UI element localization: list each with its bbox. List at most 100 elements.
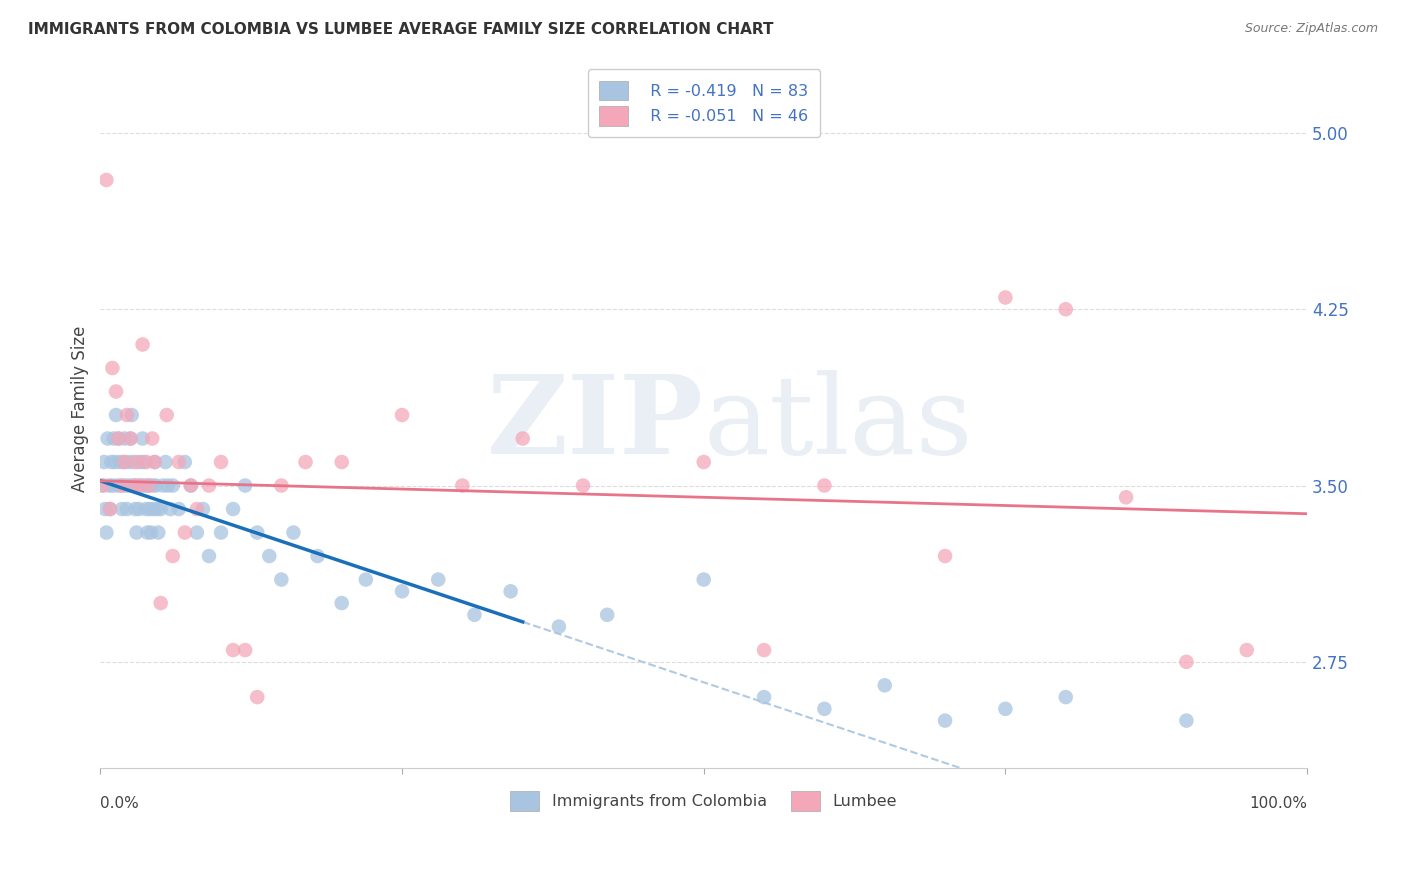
Point [98,502,121,516]
Point [138,478,160,492]
Point [391,408,413,422]
Point [111,502,134,516]
Point [693,455,716,469]
Point [98,502,121,516]
Point [122,478,145,492]
Point [135,455,157,469]
Point [143,455,166,469]
Point [111,478,134,492]
Point [148,525,170,540]
Point [122,478,145,492]
Point [209,525,232,540]
Point [693,573,716,587]
Point [118,478,141,492]
Point [131,337,153,351]
Point [159,502,181,516]
Point [180,478,202,492]
Y-axis label: Average Family Size: Average Family Size [72,326,89,492]
Point [330,455,353,469]
Point [149,502,172,516]
Point [1175,655,1198,669]
Point [132,455,155,469]
Point [512,432,534,446]
Point [108,455,131,469]
Text: 0.0%: 0.0% [100,796,139,811]
Point [112,455,135,469]
Text: 100.0%: 100.0% [1249,796,1308,811]
Text: atlas: atlas [704,370,973,477]
Point [813,702,835,716]
Point [114,432,136,446]
Point [91,478,114,492]
Point [294,455,316,469]
Point [107,432,129,446]
Point [105,384,128,399]
Point [114,455,136,469]
Point [186,525,208,540]
Point [135,502,157,516]
Point [752,690,775,704]
Point [209,455,232,469]
Point [110,478,132,492]
Point [115,502,138,516]
Point [128,502,150,516]
Point [129,478,152,492]
Point [307,549,329,563]
Point [101,361,124,376]
Point [115,408,138,422]
Point [167,455,190,469]
Point [152,478,174,492]
Point [1175,714,1198,728]
Point [233,478,256,492]
Point [141,432,163,446]
Point [96,173,118,187]
Text: IMMIGRANTS FROM COLOMBIA VS LUMBEE AVERAGE FAMILY SIZE CORRELATION CHART: IMMIGRANTS FROM COLOMBIA VS LUMBEE AVERA… [28,22,773,37]
Point [259,549,281,563]
Point [91,478,114,492]
Point [173,525,195,540]
Point [125,455,148,469]
Point [114,478,136,492]
Point [162,478,184,492]
Point [143,455,166,469]
Point [124,502,146,516]
Point [142,502,165,516]
Point [994,702,1017,716]
Point [451,478,474,492]
Point [97,478,120,492]
Legend: Immigrants from Colombia, Lumbee: Immigrants from Colombia, Lumbee [503,785,904,817]
Point [117,455,139,469]
Point [391,584,413,599]
Point [131,432,153,446]
Point [752,643,775,657]
Point [96,525,118,540]
Point [104,455,127,469]
Point [270,478,292,492]
Point [270,573,292,587]
Point [121,408,143,422]
Point [246,525,269,540]
Point [813,478,835,492]
Point [354,573,377,587]
Point [222,643,245,657]
Text: ZIP: ZIP [486,370,704,477]
Point [155,455,177,469]
Point [134,478,156,492]
Point [180,478,202,492]
Point [131,478,153,492]
Point [463,607,485,622]
Point [548,619,571,633]
Point [246,690,269,704]
Point [222,502,245,516]
Text: Source: ZipAtlas.com: Source: ZipAtlas.com [1244,22,1378,36]
Point [141,478,163,492]
Point [572,478,595,492]
Point [186,502,208,516]
Point [129,455,152,469]
Point [105,478,128,492]
Point [97,432,120,446]
Point [127,478,149,492]
Point [156,408,179,422]
Point [427,573,450,587]
Point [122,455,145,469]
